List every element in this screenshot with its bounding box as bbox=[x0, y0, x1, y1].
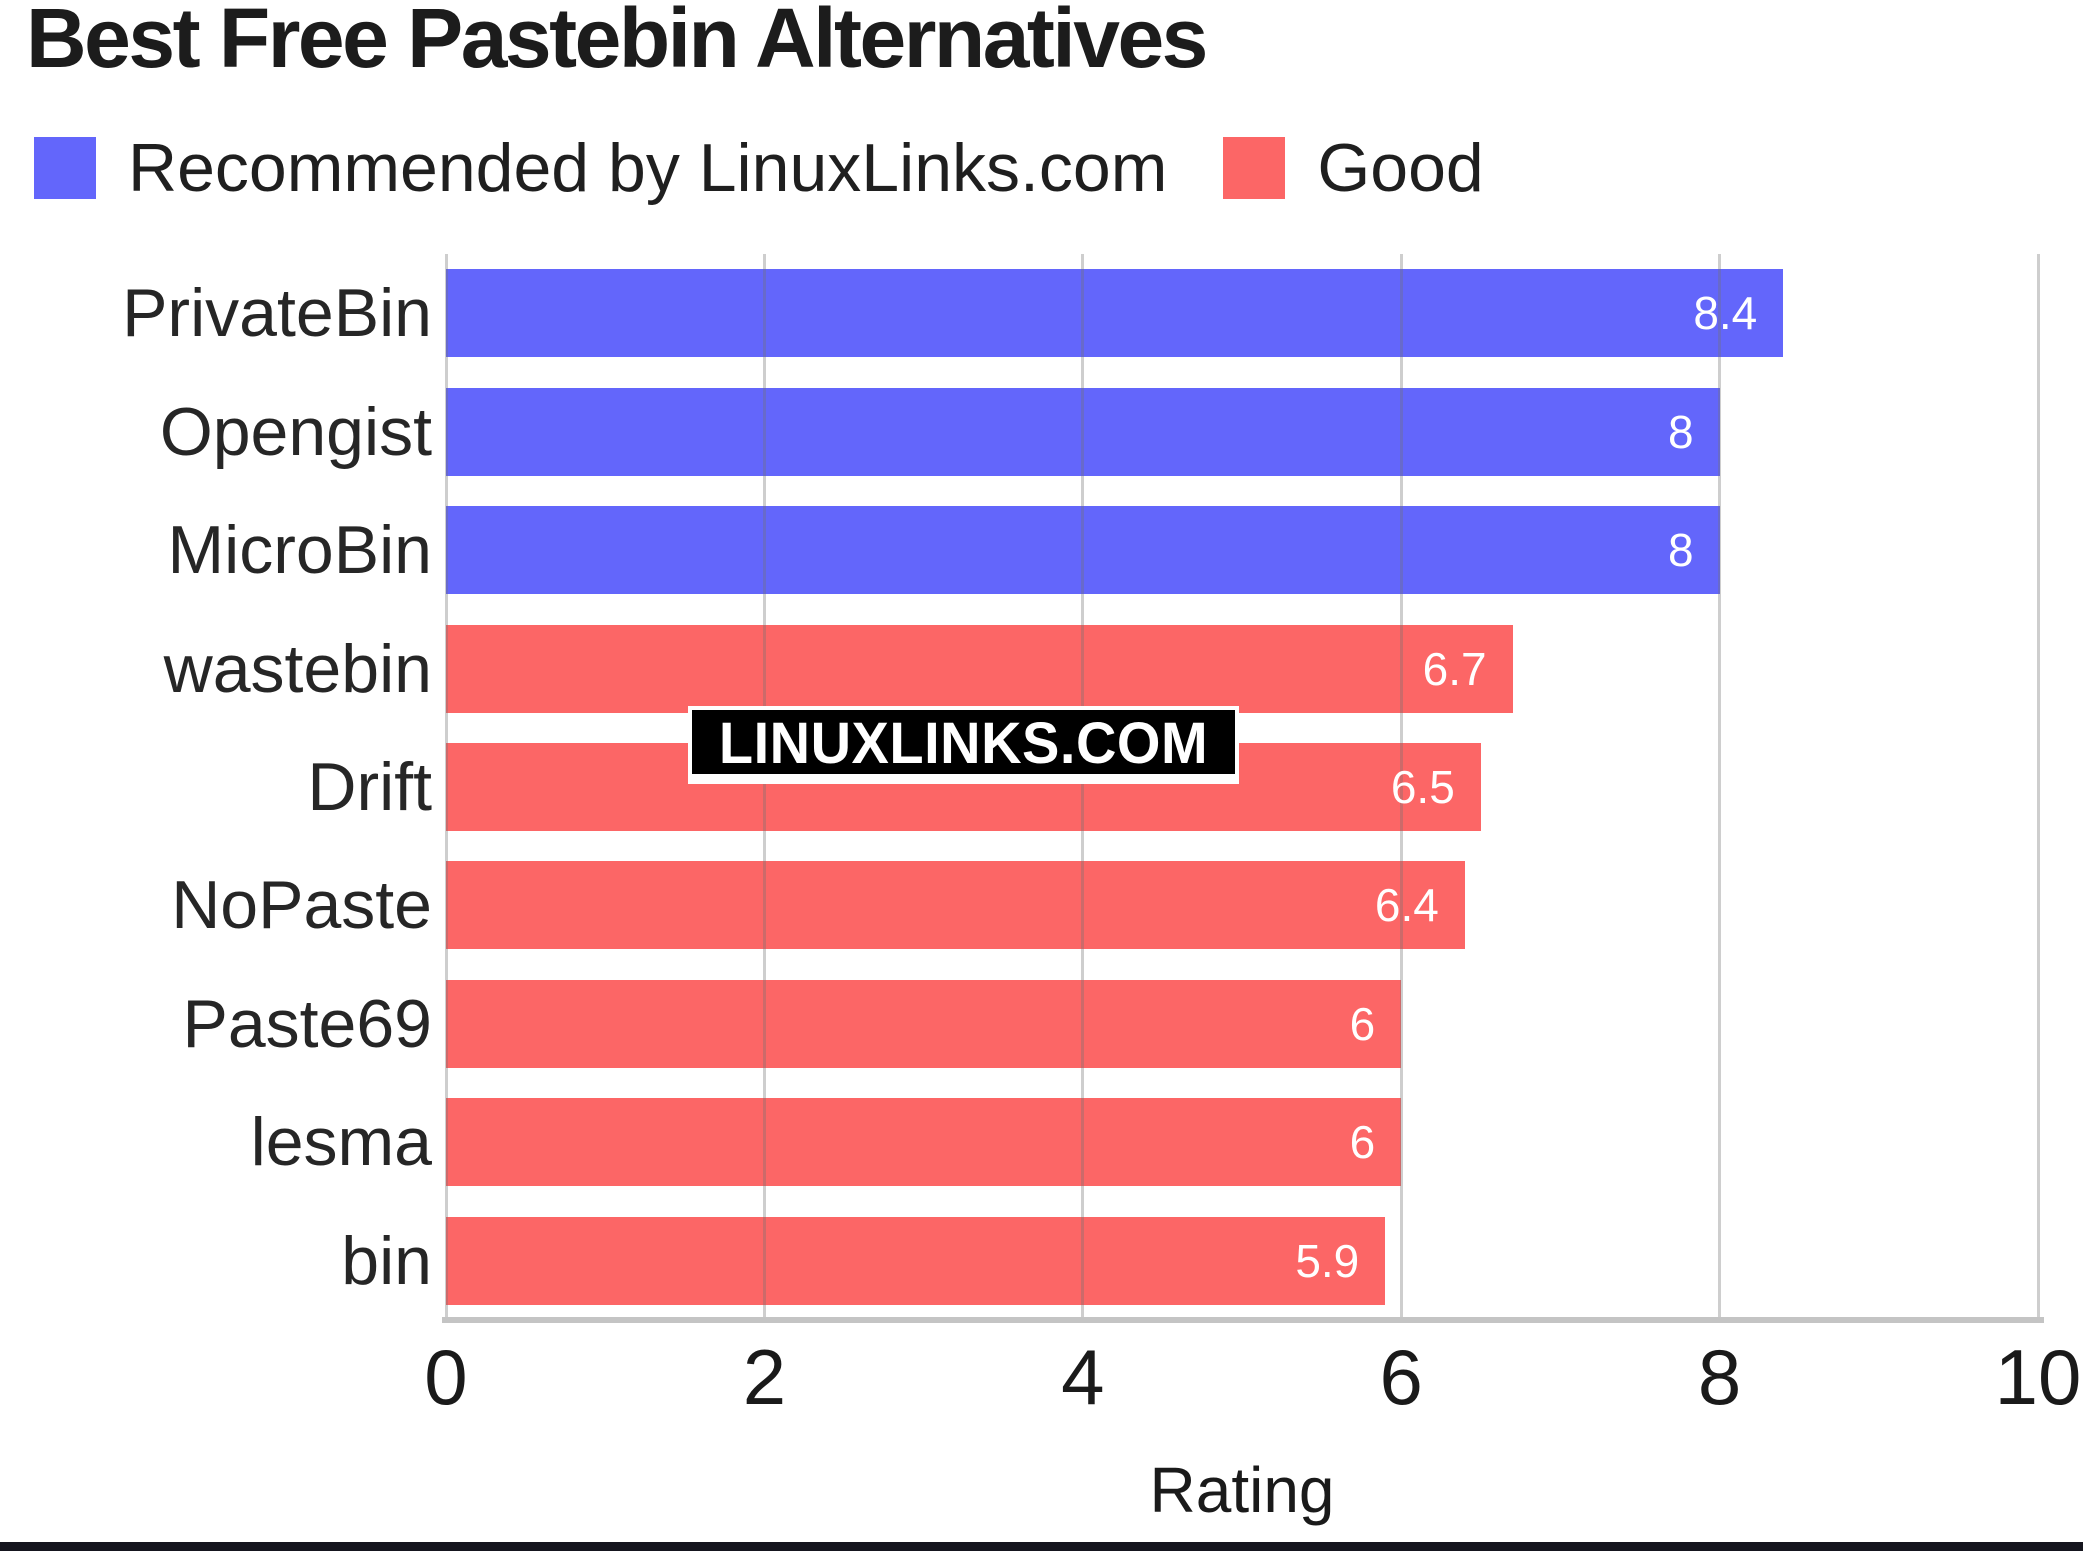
category-label: NoPaste bbox=[171, 867, 432, 944]
legend-swatch-recommended-icon bbox=[34, 137, 96, 199]
chart-row: bin 5.9 bbox=[341, 1216, 2038, 1305]
legend-item-recommended: Recommended by LinuxLinks.com bbox=[34, 134, 1167, 202]
legend-item-good: Good bbox=[1223, 130, 1484, 206]
bar-value-label: 8 bbox=[1668, 524, 1694, 577]
category-label: PrivateBin bbox=[122, 275, 432, 352]
bar-value-label: 8 bbox=[1668, 405, 1694, 458]
bar: 8 bbox=[446, 506, 1720, 595]
bar-value-label: 5.9 bbox=[1295, 1234, 1360, 1287]
category-label: lesma bbox=[250, 1104, 432, 1181]
gridline bbox=[1718, 254, 1722, 1320]
legend: Recommended by LinuxLinks.com Good bbox=[34, 134, 1484, 202]
x-tick-label: 6 bbox=[1379, 1333, 1423, 1421]
watermark-text: LINUXLINKS.COM bbox=[718, 708, 1209, 776]
bar: 6 bbox=[446, 1098, 1402, 1187]
bar-value-label: 6 bbox=[1349, 997, 1376, 1050]
bar: 8 bbox=[446, 387, 1720, 476]
bar-value-label: 8.4 bbox=[1693, 287, 1758, 340]
x-axis-title: Rating bbox=[1149, 1454, 1335, 1526]
x-tick-label: 0 bbox=[424, 1333, 468, 1421]
x-axis-ticks: 0 2 4 6 8 10 bbox=[0, 1338, 2083, 1428]
gridline bbox=[762, 254, 766, 1320]
category-label: Opengist bbox=[159, 393, 432, 470]
chart-row: Paste69 6 bbox=[182, 979, 2038, 1068]
watermark: LINUXLINKS.COM bbox=[688, 706, 1239, 784]
legend-label-good: Good bbox=[1317, 130, 1484, 206]
chart-row: Opengist 8 bbox=[160, 387, 2038, 476]
y-axis-line bbox=[444, 254, 448, 1320]
bar: 6.7 bbox=[446, 624, 1513, 713]
gridline bbox=[1399, 254, 1403, 1320]
x-axis-baseline bbox=[442, 1317, 2044, 1323]
category-label: wastebin bbox=[163, 630, 432, 707]
gridline bbox=[2036, 254, 2040, 1320]
chart-row: NoPaste 6.4 bbox=[171, 861, 2038, 950]
chart-title: Best Free Pastebin Alternatives bbox=[26, 0, 1208, 85]
category-label: Drift bbox=[307, 749, 432, 825]
x-tick-label: 8 bbox=[1697, 1333, 1742, 1421]
x-tick-label: 2 bbox=[742, 1333, 787, 1421]
chart-row: PrivateBin 8.4 bbox=[122, 269, 2038, 358]
chart-row: lesma 6 bbox=[251, 1098, 2038, 1187]
bar-value-label: 6.4 bbox=[1374, 879, 1439, 932]
bar: 5.9 bbox=[446, 1216, 1386, 1305]
chart-row: MicroBin 8 bbox=[168, 506, 2038, 595]
bar-value-label: 6.5 bbox=[1390, 761, 1455, 813]
legend-swatch-good-icon bbox=[1223, 137, 1286, 199]
category-label: MicroBin bbox=[167, 512, 433, 589]
bar-value-label: 6 bbox=[1349, 1116, 1376, 1169]
category-label: bin bbox=[341, 1222, 432, 1299]
chart-row: wastebin 6.7 bbox=[164, 624, 2038, 713]
legend-label-recommended: Recommended by LinuxLinks.com bbox=[128, 130, 1168, 206]
x-tick-label: 10 bbox=[1994, 1333, 2082, 1421]
bar: 8.4 bbox=[446, 269, 1784, 358]
x-tick-label: 4 bbox=[1061, 1333, 1105, 1421]
bottom-border bbox=[0, 1542, 2083, 1551]
plot-area: PrivateBin 8.4 Opengist 8 MicroBin 8 wastebin 6… bbox=[122, 254, 2044, 1323]
bar-value-label: 6.7 bbox=[1422, 642, 1487, 695]
chart-row: Drift 6.5 bbox=[307, 743, 2038, 831]
gridline bbox=[1081, 254, 1085, 1320]
bar: 6.4 bbox=[446, 861, 1465, 950]
bar: 6 bbox=[446, 979, 1402, 1068]
category-label: Paste69 bbox=[182, 985, 432, 1062]
